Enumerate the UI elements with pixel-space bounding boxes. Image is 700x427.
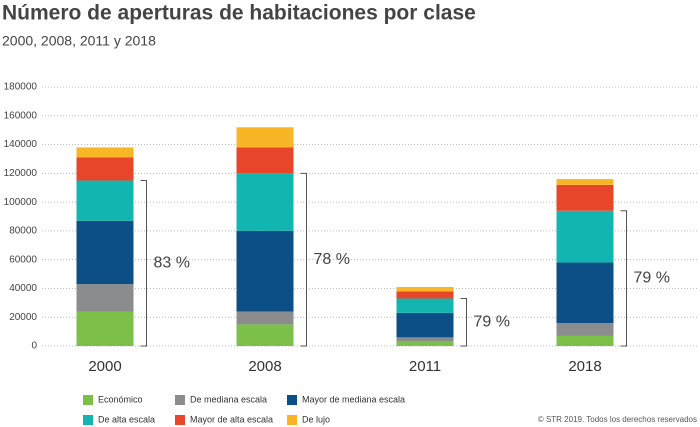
x-tick-label: 2008 <box>248 358 281 375</box>
bar-segment <box>76 284 134 312</box>
bar-segment <box>556 335 614 346</box>
bracket <box>460 298 467 347</box>
legend-swatch <box>287 395 297 405</box>
x-tick-label: 2000 <box>88 358 121 375</box>
annotation: 79 % <box>634 270 670 287</box>
legend-label: Mayor de mediana escala <box>302 394 405 404</box>
y-tick-label: 100000 <box>4 197 38 208</box>
x-tick-label: 2018 <box>568 358 601 375</box>
y-tick-label: 180000 <box>4 82 38 93</box>
bar-segment <box>396 291 454 299</box>
chart-title: Número de aperturas de habitaciones por … <box>2 2 476 25</box>
legend-swatch <box>175 395 185 405</box>
bar-segment <box>556 262 614 323</box>
bar-segment <box>556 322 614 336</box>
y-tick-label: 20000 <box>9 312 37 323</box>
legend-swatch <box>287 415 297 425</box>
y-tick-label: 0 <box>31 341 37 352</box>
legend-label: De alta escala <box>98 414 155 424</box>
bar-segment <box>556 210 614 263</box>
bar-segment <box>236 311 294 325</box>
annotation: 78 % <box>314 251 350 268</box>
y-tick-label: 140000 <box>4 139 38 150</box>
y-tick-label: 40000 <box>9 283 37 294</box>
legend-swatch <box>175 415 185 425</box>
bracket <box>300 172 307 347</box>
legend-swatch <box>83 415 93 425</box>
bar-segment <box>396 287 454 292</box>
bar-segment <box>236 324 294 346</box>
y-tick-label: 80000 <box>9 226 37 237</box>
bar-segment <box>76 147 134 158</box>
legend-label: De mediana escala <box>190 394 267 404</box>
bar-segment <box>236 230 294 312</box>
bar-segment <box>236 173 294 231</box>
y-tick-label: 160000 <box>4 110 38 121</box>
y-tick-label: 60000 <box>9 254 37 265</box>
bar-segment <box>76 157 134 181</box>
bracket <box>620 210 627 347</box>
x-tick-label: 2011 <box>409 358 441 375</box>
bar-segment <box>236 147 294 174</box>
annotation: 79 % <box>474 313 510 330</box>
bar-segment <box>76 180 134 221</box>
chart-subtitle: 2000, 2008, 2011 y 2018 <box>2 33 156 49</box>
bar-segment <box>76 220 134 285</box>
y-tick-label: 120000 <box>4 168 38 179</box>
legend-swatch <box>83 395 93 405</box>
legend-label: Mayor de alta escala <box>190 414 273 424</box>
legend-label: Económico <box>98 394 143 404</box>
bar-segment <box>556 179 614 185</box>
annotation: 83 % <box>154 254 190 271</box>
bar-segment <box>236 127 294 148</box>
bar-segment <box>396 337 454 342</box>
legend-label: De lujo <box>302 414 330 424</box>
bar-segment <box>76 311 134 346</box>
bar-segment <box>556 184 614 211</box>
copyright: © STR 2019. Todos los derechos reservado… <box>538 415 697 424</box>
bar-segment <box>396 341 454 346</box>
bracket <box>140 180 147 347</box>
bar-segment <box>396 312 454 338</box>
bar-segment <box>396 298 454 313</box>
